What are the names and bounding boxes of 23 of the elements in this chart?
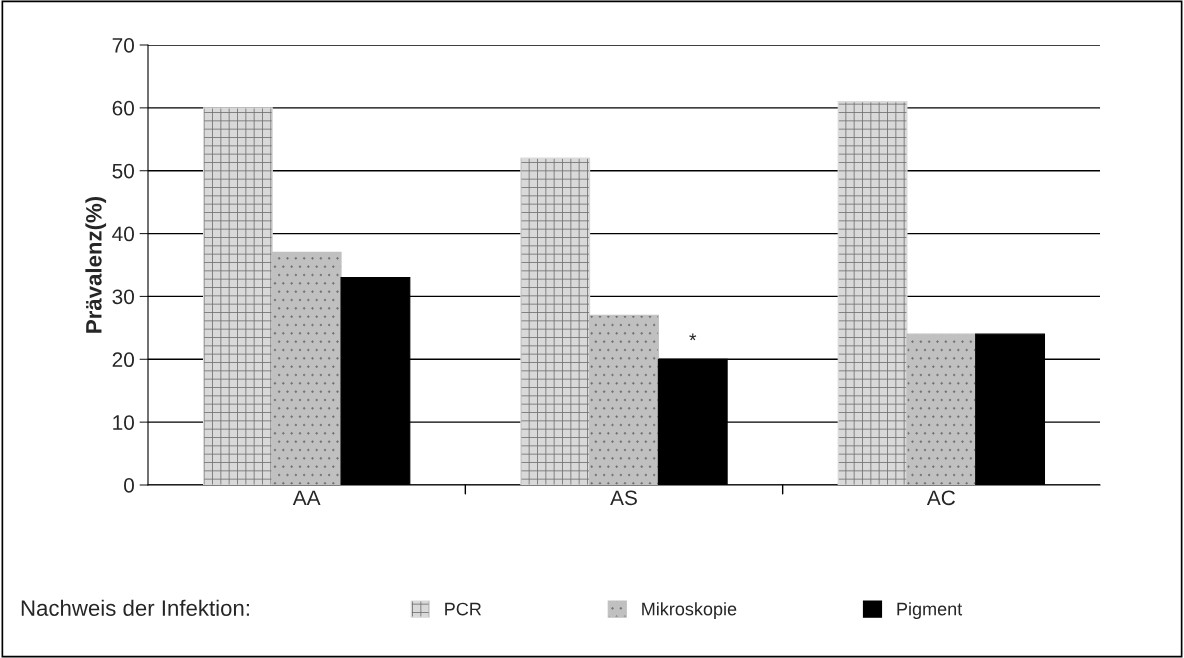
y-tick-label: 50 <box>112 163 134 179</box>
y-tick-label: 20 <box>112 352 134 368</box>
y-tick-label: 70 <box>112 38 134 53</box>
y-tick-label: 10 <box>113 415 134 430</box>
y-axis-title: Prävalenz(%) <box>85 196 107 333</box>
legend-label: Mikroskopie <box>642 602 737 620</box>
annotation: * <box>689 333 697 341</box>
x-tick-label: AS <box>610 490 637 506</box>
bar <box>589 314 659 485</box>
bar <box>906 333 977 485</box>
x-tick-label: AA <box>292 490 321 505</box>
x-tick-label: AC <box>926 490 956 506</box>
legend-label: PCR <box>445 602 482 616</box>
bar <box>202 107 273 485</box>
bar <box>271 251 342 485</box>
y-tick-label: 60 <box>112 100 134 116</box>
bar <box>837 101 908 485</box>
legend-label: Pigment <box>897 602 963 620</box>
legend-title: Nachweis der Infektion: <box>21 599 249 616</box>
y-tick-label: 30 <box>112 289 134 305</box>
bar <box>520 157 591 485</box>
y-tick-label: 40 <box>112 226 134 242</box>
y-tick-label: 0 <box>124 478 134 493</box>
